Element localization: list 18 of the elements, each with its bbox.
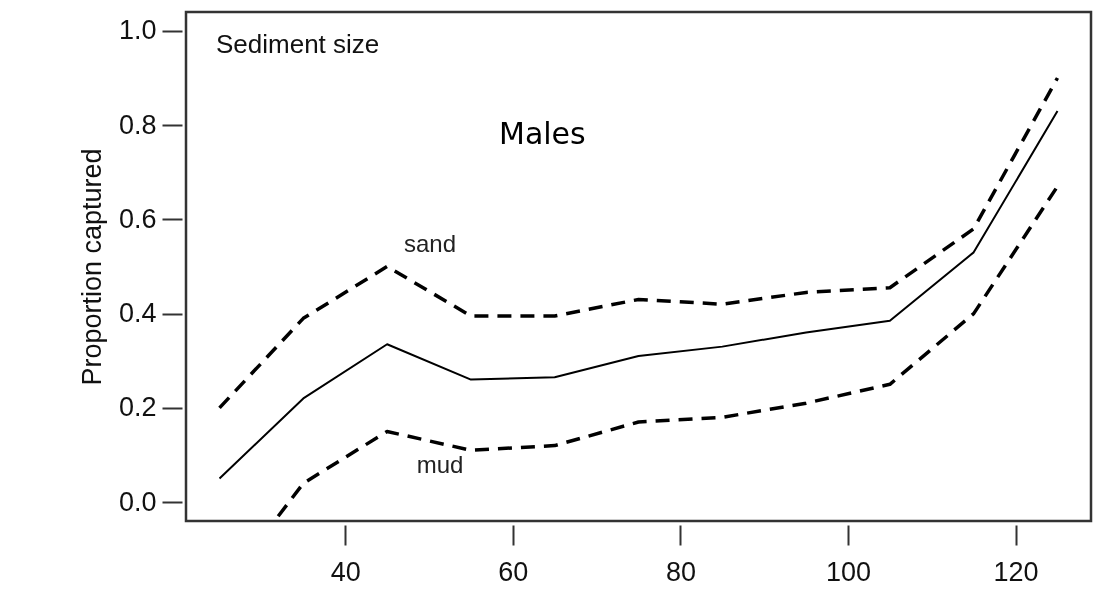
text: Sediment size: [216, 29, 380, 59]
line-series: [217, 76, 1060, 410]
y-tick-label: 0.6: [118, 203, 157, 234]
annotation: mud: [416, 451, 464, 478]
x-tick-label: 100: [825, 556, 872, 587]
line-series: [218, 109, 1059, 480]
x-tick-label: 40: [330, 556, 361, 587]
y-tick-label: 0.0: [118, 486, 157, 517]
y-tick-label: 1.0: [118, 15, 157, 46]
y-tick-label: 0.2: [118, 392, 157, 423]
x-tick-label: 80: [665, 556, 696, 587]
y-axis-title: Proportion captured: [76, 148, 107, 386]
y-tick-label: 0.4: [118, 298, 157, 329]
y-tick-label: 0.8: [118, 109, 157, 140]
x-tick-label: 60: [498, 556, 529, 587]
x-tick-label: 120: [993, 556, 1039, 587]
text: Males: [499, 116, 586, 151]
annotation: sand: [403, 230, 457, 257]
